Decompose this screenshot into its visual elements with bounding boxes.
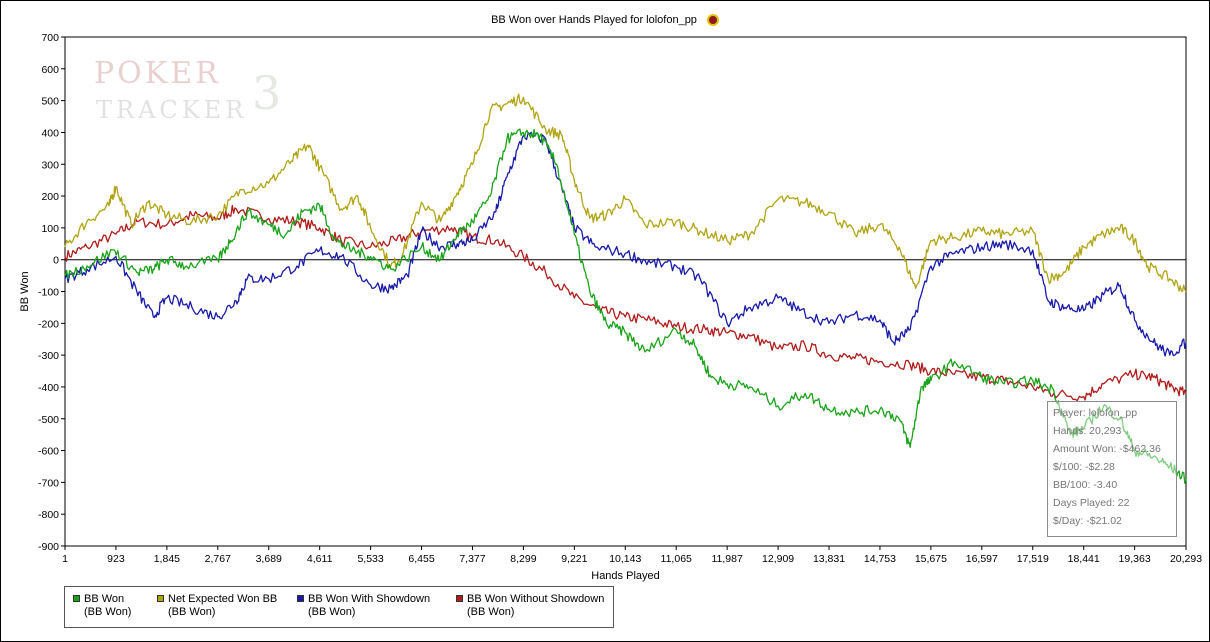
y-tick-label: -600 — [38, 446, 59, 458]
legend-sub-net-expected: (BB Won) — [168, 606, 216, 618]
y-tick-label: 400 — [41, 127, 59, 139]
legend-item-without-showdown[interactable]: BB Won Without Showdown (BB Won) — [456, 593, 604, 618]
y-tick-label: 500 — [41, 96, 59, 108]
x-tick-label: 10,143 — [609, 553, 641, 565]
x-tick-label: 1 — [62, 553, 68, 565]
y-tick-label: 700 — [41, 32, 59, 44]
y-tick-label: 300 — [41, 159, 59, 171]
legend-sub-without-showdown: (BB Won) — [467, 606, 515, 618]
y-tick-label: 0 — [53, 255, 59, 267]
x-axis-label: Hands Played — [591, 570, 660, 582]
legend-item-net-expected[interactable]: Net Expected Won BB (BB Won) — [157, 593, 277, 618]
series-line-bb-won — [64, 128, 1187, 484]
x-tick-label: 20,293 — [1170, 553, 1202, 565]
x-tick-label: 7,377 — [459, 553, 485, 565]
x-tick-label: 11,065 — [661, 553, 692, 565]
tooltip-player: Player: lolofon_pp — [1053, 407, 1138, 419]
y-tick-label: 600 — [41, 64, 59, 76]
pokertracker-badge-icon — [706, 14, 719, 26]
stats-tooltip: Player: lolofon_pp Hands: 20,293 Amount … — [1047, 401, 1177, 537]
tooltip-per-day: $/Day: -$21.02 — [1053, 515, 1122, 527]
x-tick-label: 16,597 — [966, 553, 998, 565]
legend-label-bb-won: BB Won — [84, 593, 125, 605]
legend-sub-with-showdown: (BB Won) — [308, 606, 356, 618]
x-tick-label: 1,845 — [154, 553, 180, 565]
x-tick-label: 18,441 — [1068, 553, 1100, 565]
legend-label-with-showdown: BB Won With Showdown — [308, 593, 431, 605]
x-tick-label: 12,909 — [762, 553, 794, 565]
x-tick-label: 14,753 — [864, 553, 896, 565]
y-tick-label: -500 — [38, 414, 59, 426]
y-tick-label: -900 — [38, 541, 59, 553]
y-axis-label: BB Won — [19, 271, 31, 311]
tooltip-per-100: $/100: -$2.28 — [1053, 461, 1115, 473]
x-tick-label: 2,767 — [205, 553, 231, 565]
series-line-net-expected-won-bb — [64, 93, 1187, 293]
series-line-bb-won-with-showdown — [64, 131, 1187, 357]
y-tick-label: -800 — [38, 509, 59, 521]
x-tick-label: 923 — [107, 553, 125, 565]
legend-item-with-showdown[interactable]: BB Won With Showdown (BB Won) — [297, 593, 430, 618]
y-tick-label: -700 — [38, 477, 59, 489]
x-tick-label: 6,455 — [408, 553, 434, 565]
x-tick-label: 8,299 — [510, 553, 536, 565]
legend-swatch-without-showdown — [456, 595, 463, 602]
legend-swatch-net-expected — [157, 595, 164, 602]
y-tick-label: -100 — [38, 287, 59, 299]
tooltip-hands: Hands: 20,293 — [1053, 425, 1122, 437]
x-tick-label: 3,689 — [256, 553, 282, 565]
x-tick-label: 11,987 — [711, 553, 742, 565]
legend-label-net-expected: Net Expected Won BB — [168, 593, 278, 605]
chart-title: BB Won over Hands Played for lolofon_pp — [491, 14, 697, 26]
series-line-bb-won-without-showdown — [64, 204, 1187, 402]
chart-legend: BB Won (BB Won) Net Expected Won BB (BB … — [64, 586, 614, 628]
plot-area-border — [64, 36, 1187, 547]
tooltip-amount-won: Amount Won: -$462.36 — [1053, 443, 1161, 455]
legend-swatch-bb-won — [73, 595, 80, 602]
x-tick-label: 17,519 — [1017, 553, 1049, 565]
y-tick-label: 100 — [41, 223, 59, 235]
x-tick-label: 4,611 — [307, 553, 333, 565]
y-tick-label: -200 — [38, 318, 59, 330]
y-tick-label: 200 — [41, 191, 59, 203]
x-tick-label: 9,221 — [561, 553, 587, 565]
y-tick-label: -300 — [38, 350, 59, 362]
x-tick-label: 19,363 — [1119, 553, 1151, 565]
x-tick-label: 15,675 — [915, 553, 947, 565]
legend-swatch-with-showdown — [297, 595, 304, 602]
y-tick-label: -400 — [38, 382, 59, 394]
legend-label-without-showdown: BB Won Without Showdown — [467, 593, 605, 605]
tooltip-bb-per-100: BB/100: -3.40 — [1053, 479, 1118, 491]
tooltip-days-played: Days Played: 22 — [1053, 497, 1130, 509]
x-tick-label: 13,831 — [813, 553, 845, 565]
legend-sub-bb-won: (BB Won) — [84, 606, 132, 618]
chart-title-bar: BB Won over Hands Played for lolofon_pp — [0, 14, 1210, 26]
x-tick-label: 5,533 — [357, 553, 383, 565]
legend-item-bb-won[interactable]: BB Won (BB Won) — [73, 593, 131, 618]
